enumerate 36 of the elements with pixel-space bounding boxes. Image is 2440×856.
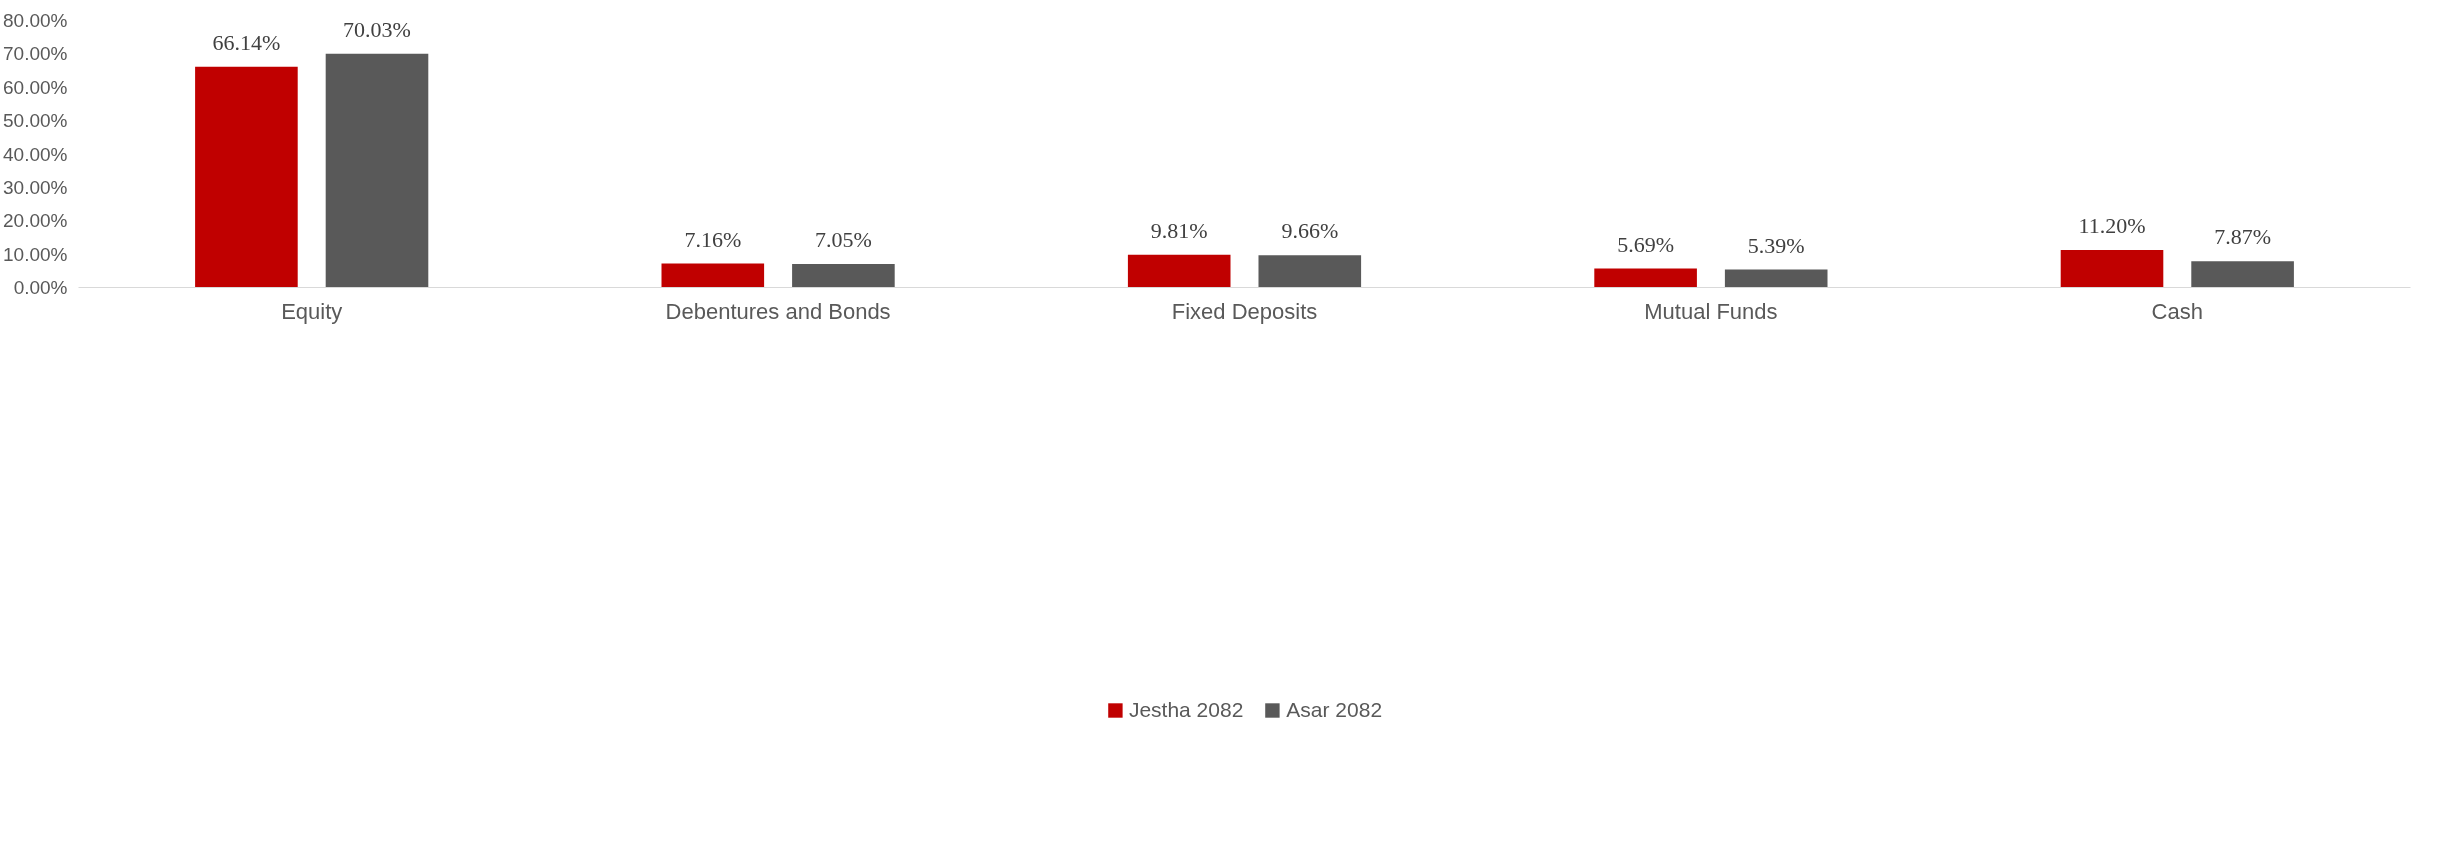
data-label: 7.16% [684,226,742,252]
bar [325,53,429,288]
y-tick-label: 0.00% [13,277,68,298]
data-label: 5.69% [1617,231,1675,257]
y-tick-label: 40.00% [3,143,68,165]
y-tick-label: 60.00% [3,76,68,98]
bar [792,263,895,288]
data-label: 70.03% [343,16,411,42]
data-label: 11.20% [2078,213,2146,239]
y-tick-label: 30.00% [3,176,68,198]
y-tick-label: 20.00% [3,210,68,232]
data-label: 5.39% [1747,232,1805,258]
bar [1258,255,1362,288]
legend-label: Jestha 2082 [1128,698,1244,722]
y-tick-label: 80.00% [3,10,68,31]
bar [1594,268,1697,288]
bar [2060,250,2164,288]
data-label: 7.05% [814,226,872,252]
x-tick-label: Cash [2151,298,2203,324]
y-tick-label: 50.00% [3,110,68,132]
data-label: 66.14% [212,29,281,55]
bar [1127,254,1231,288]
data-label: 7.87% [2214,224,2272,250]
bar [195,66,298,288]
x-tick-label: Debentures and Bonds [665,298,891,324]
data-label: 9.66% [1281,218,1339,244]
x-tick-label: Fixed Deposits [1171,298,1318,324]
x-tick-label: Equity [281,298,343,324]
legend-label: Asar 2082 [1286,698,1383,722]
bar [1724,269,1828,288]
y-tick-label: 10.00% [3,243,68,265]
bar [2191,261,2294,288]
data-label: 9.81% [1150,217,1208,243]
x-tick-label: Mutual Funds [1644,298,1778,324]
y-tick-label: 70.00% [3,43,68,65]
bar [661,263,765,288]
